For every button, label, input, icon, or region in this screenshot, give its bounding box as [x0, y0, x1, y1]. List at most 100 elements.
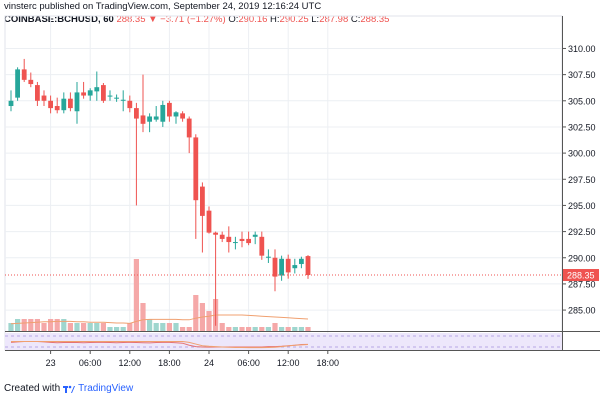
candle-body — [266, 256, 271, 258]
tradingview-brand[interactable]: TradingView — [78, 383, 134, 394]
candle-body — [101, 85, 106, 101]
volume-bar — [127, 323, 133, 331]
candle-body — [35, 85, 40, 101]
candle-body — [68, 98, 73, 109]
volume-bar — [259, 327, 265, 331]
candle-body — [252, 234, 258, 237]
volume-bar — [239, 327, 245, 331]
candle-body — [107, 95, 113, 97]
oscillator-signal-line — [11, 341, 309, 349]
candle-body — [41, 95, 47, 101]
y-tick-label: 307.50 — [568, 70, 596, 80]
y-tick-label: 310.00 — [568, 44, 596, 54]
volume-bar — [226, 327, 232, 331]
chart-footer: Created with TradingView — [4, 383, 133, 394]
ohlc-high-label: H: — [270, 14, 280, 25]
x-tick-label: 23 — [46, 358, 56, 368]
candle-body — [140, 115, 146, 124]
candle-body — [173, 112, 179, 117]
x-tick-label: 18:00 — [317, 358, 340, 368]
volume-bar — [232, 327, 238, 331]
volume-bar — [265, 327, 271, 331]
candle-body — [292, 265, 298, 269]
candle-body — [87, 90, 93, 96]
candle-body — [200, 186, 205, 216]
author-name[interactable]: vinsterc — [4, 1, 37, 12]
volume-bars — [8, 259, 311, 331]
volume-bar — [206, 311, 212, 331]
volume-bar — [140, 303, 146, 331]
candle-body — [8, 100, 14, 107]
last-price: 288.35 — [116, 14, 146, 25]
candle-body — [114, 97, 119, 99]
x-tick-label: 06:00 — [79, 358, 102, 368]
volume-bar — [252, 327, 258, 331]
candle-body — [54, 106, 60, 111]
volume-bar — [15, 319, 21, 331]
volume-bar — [61, 319, 67, 331]
ohlc-close-label: C: — [350, 14, 361, 25]
y-tick-label: 305.00 — [568, 96, 596, 106]
candle-body — [233, 242, 238, 244]
candle-body — [186, 118, 192, 138]
candle-body — [94, 87, 100, 92]
volume-bar — [180, 327, 186, 331]
candle-body — [160, 104, 166, 122]
volume-ma-line — [10, 314, 309, 325]
volume-bar — [54, 319, 60, 331]
volume-bar — [28, 319, 34, 331]
last-price-label: 288.35 — [567, 271, 595, 281]
candle-body — [15, 69, 20, 98]
volume-bar — [298, 327, 304, 331]
oscillator-pane — [5, 333, 562, 350]
volume-bar — [173, 323, 179, 331]
candle-body — [74, 92, 80, 112]
y-tick-label: 287.50 — [568, 279, 596, 289]
candle-body — [206, 210, 212, 233]
y-tick-label: 300.00 — [568, 149, 596, 159]
x-tick-label: 12:00 — [277, 358, 300, 368]
candle-body — [305, 256, 311, 276]
chart-axes: 310.00 307.50 305.00 302.50 300.00 297.50 295.… — [5, 16, 600, 368]
chart-header: vinsterc published on TradingView.com, S… — [4, 1, 389, 26]
plot-frame — [4, 15, 563, 351]
y-tick-label: 285.00 — [568, 306, 596, 316]
volume-bar — [133, 259, 139, 331]
volume-bar — [219, 323, 225, 331]
candle-body — [180, 113, 185, 119]
candle-body — [279, 258, 284, 276]
volume-bar — [166, 323, 172, 331]
candle-body — [213, 232, 218, 235]
ohlc-high: 290.25 — [279, 14, 309, 25]
volume-bar — [160, 323, 166, 331]
last-price-tag — [563, 269, 599, 282]
created-with-text: Created with — [4, 383, 61, 394]
candlesticks — [8, 58, 311, 326]
x-tick-label: 06:00 — [237, 358, 260, 368]
volume-bar — [120, 327, 126, 331]
candle-body — [61, 98, 67, 111]
volume-bar — [305, 327, 311, 331]
volume-bar — [94, 323, 100, 331]
candle-body — [147, 116, 152, 122]
publish-line: vinsterc published on TradingView.com, S… — [4, 1, 389, 13]
candle-body — [81, 92, 86, 96]
y-tick-label: 290.00 — [568, 253, 596, 263]
volume-bar — [153, 323, 159, 331]
volume-bar — [74, 323, 80, 331]
volume-bar — [279, 327, 285, 331]
candle-body — [21, 69, 27, 80]
y-tick-label: 292.50 — [568, 227, 596, 237]
y-tick-label: 297.50 — [568, 175, 596, 185]
volume-bar — [87, 323, 93, 331]
symbol-label: COINBASE:BCHUSD, 60 — [4, 14, 114, 25]
x-tick-label: 12:00 — [119, 358, 142, 368]
volume-bar — [246, 327, 252, 331]
volume-bar — [114, 327, 120, 331]
volume-bar — [34, 319, 40, 331]
candle-body — [246, 238, 251, 244]
symbol-line: COINBASE:BCHUSD, 60 288.35 ▼ −3.71 (−1.2… — [4, 14, 389, 26]
candle-body — [134, 108, 139, 119]
candle-body — [299, 258, 304, 265]
